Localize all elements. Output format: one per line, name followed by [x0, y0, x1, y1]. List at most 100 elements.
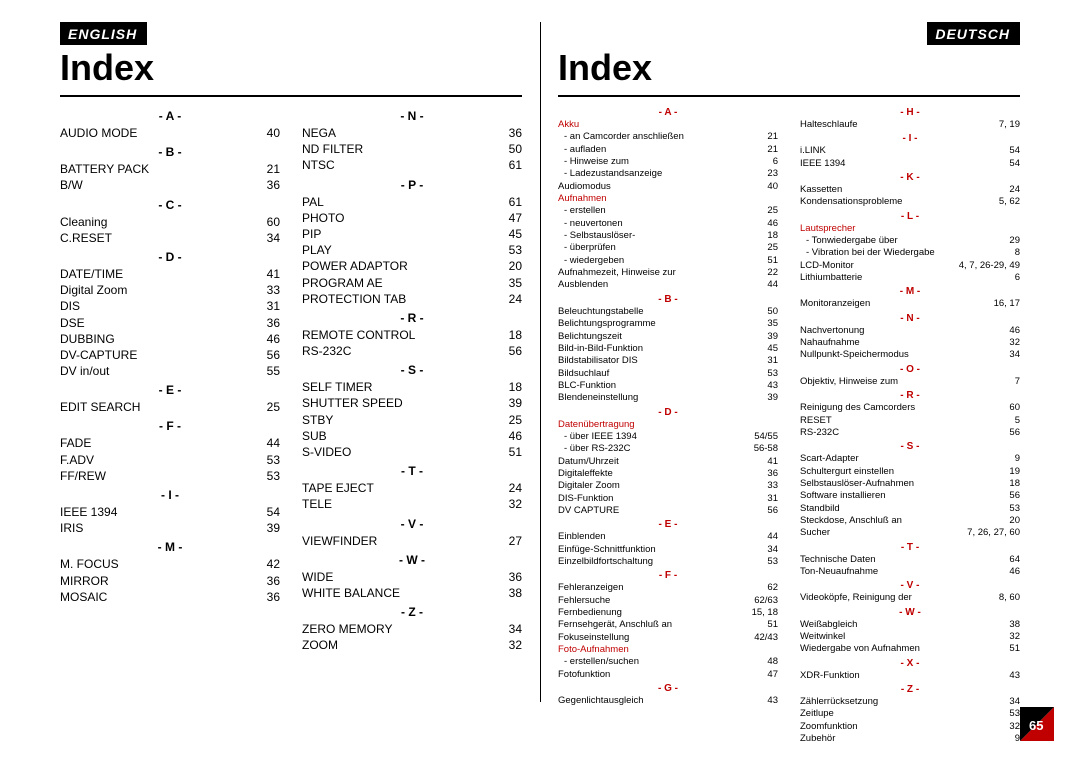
index-entry: TAPE EJECT24 [302, 480, 522, 496]
index-entry: DV CAPTURE56 [558, 505, 778, 517]
entry-page: 18 [509, 379, 522, 395]
entry-page: 34 [1009, 349, 1020, 361]
index-entry: DV-CAPTURE56 [60, 347, 280, 363]
entry-page: 35 [509, 275, 522, 291]
index-entry: - über RS-232C56-58 [558, 443, 778, 455]
entry-label: Wiedergabe von Aufnahmen [800, 643, 920, 655]
section-letter: - A - [60, 109, 280, 123]
entry-label: Blendeneinstellung [558, 392, 638, 404]
entry-label: Belichtungszeit [558, 331, 622, 343]
entry-page: 47 [767, 669, 778, 681]
entry-page: 53 [267, 452, 280, 468]
entry-label: Standbild [800, 503, 840, 515]
index-entry: Steckdose, Anschluß an20 [800, 515, 1020, 527]
entry-label: BATTERY PACK [60, 161, 149, 177]
index-entry: Digitaleffekte36 [558, 468, 778, 480]
entry-label: Weißabgleich [800, 619, 857, 631]
entry-page: 33 [267, 282, 280, 298]
entry-page: 54 [1009, 145, 1020, 157]
index-entry: PIP45 [302, 226, 522, 242]
index-entry: Bildstabilisator DIS31 [558, 355, 778, 367]
entry-label: SUB [302, 428, 327, 444]
entry-label: WIDE [302, 569, 333, 585]
index-entry: FADE44 [60, 435, 280, 451]
index-entry: IEEE 139454 [60, 504, 280, 520]
entry-page: 32 [509, 496, 522, 512]
entry-label: TAPE EJECT [302, 480, 374, 496]
entry-label: RS-232C [302, 343, 351, 359]
entry-page: 25 [767, 205, 778, 217]
entry-label: - Selbstauslöser- [558, 230, 635, 242]
entry-label: IRIS [60, 520, 83, 536]
lang-label-english: ENGLISH [60, 22, 147, 45]
entry-label: - über RS-232C [558, 443, 631, 455]
entry-page: 25 [767, 242, 778, 254]
index-entry: FF/REW53 [60, 468, 280, 484]
index-entry: - Tonwiedergabe über29 [800, 235, 1020, 247]
index-entry: Aufnahmezeit, Hinweise zur22 [558, 267, 778, 279]
entry-page: 45 [767, 343, 778, 355]
page-number: 65 [1029, 718, 1043, 733]
entry-label: PIP [302, 226, 321, 242]
index-entry: ZOOM32 [302, 637, 522, 653]
section-letter: - M - [800, 286, 1020, 297]
entry-page: 44 [767, 531, 778, 543]
entry-label: Scart-Adapter [800, 453, 859, 465]
entry-label: NTSC [302, 157, 335, 173]
entry-label: Bildsuchlauf [558, 368, 609, 380]
entry-label: Steckdose, Anschluß an [800, 515, 902, 527]
entry-label: Fehlersuche [558, 595, 610, 607]
entry-label: DSE [60, 315, 85, 331]
entry-page: 56 [509, 343, 522, 359]
entry-page: 7, 19 [999, 119, 1020, 131]
entry-label: VIEWFINDER [302, 533, 377, 549]
entry-page: 40 [267, 125, 280, 141]
index-entry: Ausblenden44 [558, 279, 778, 291]
entry-label: ZOOM [302, 637, 338, 653]
entry-page: 56 [767, 505, 778, 517]
entry-label: RESET [800, 415, 832, 427]
entry-label: Belichtungsprogramme [558, 318, 656, 330]
entry-label: - Vibration bei der Wiedergabe [800, 247, 935, 259]
entry-label: Technische Daten [800, 554, 876, 566]
entry-page: 36 [267, 177, 280, 193]
entry-label: S-VIDEO [302, 444, 351, 460]
entry-page: 7 [1015, 376, 1020, 388]
entry-page: 21 [267, 161, 280, 177]
section-letter: - R - [800, 390, 1020, 401]
index-entry: Blendeneinstellung39 [558, 392, 778, 404]
entry-page: 47 [509, 210, 522, 226]
entry-label: Schultergurt einstellen [800, 466, 894, 478]
english-col-2: - N -NEGA36ND FILTER50NTSC61- P -PAL61PH… [302, 105, 522, 654]
entry-page: 15, 18 [752, 607, 778, 619]
entry-page: 61 [509, 194, 522, 210]
section-letter: - A - [558, 107, 778, 118]
section-letter: - C - [60, 198, 280, 212]
index-entry: Belichtungsprogramme35 [558, 318, 778, 330]
entry-page: 4, 7, 26-29, 49 [959, 260, 1020, 272]
index-entry: MIRROR36 [60, 573, 280, 589]
entry-label: Zählerrücksetzung [800, 696, 878, 708]
entry-label: - Tonwiedergabe über [800, 235, 898, 247]
entry-page: 21 [767, 131, 778, 143]
section-letter: - F - [558, 570, 778, 581]
entry-label: NEGA [302, 125, 336, 141]
entry-label: Nullpunkt-Speichermodus [800, 349, 909, 361]
index-entry: Nachvertonung46 [800, 325, 1020, 337]
entry-page: 46 [1009, 566, 1020, 578]
entry-page: 60 [1009, 402, 1020, 414]
entry-page: 32 [1009, 337, 1020, 349]
index-entry: Fokuseinstellung42/43 [558, 632, 778, 644]
index-entry: BATTERY PACK 21 [60, 161, 280, 177]
index-entry: Zoomfunktion32 [800, 721, 1020, 733]
entry-label: Zeitlupe [800, 708, 834, 720]
entry-page: 46 [509, 428, 522, 444]
index-entry: BLC-Funktion43 [558, 380, 778, 392]
index-entry: Nullpunkt-Speichermodus 34 [800, 349, 1020, 361]
index-entry: Datum/Uhrzeit41 [558, 456, 778, 468]
section-letter: - I - [60, 488, 280, 502]
index-entry: LCD-Monitor 4, 7, 26-29, 49 [800, 260, 1020, 272]
entry-label: LCD-Monitor [800, 260, 854, 272]
section-letter: - B - [60, 145, 280, 159]
index-entry: Audiomodus40 [558, 181, 778, 193]
